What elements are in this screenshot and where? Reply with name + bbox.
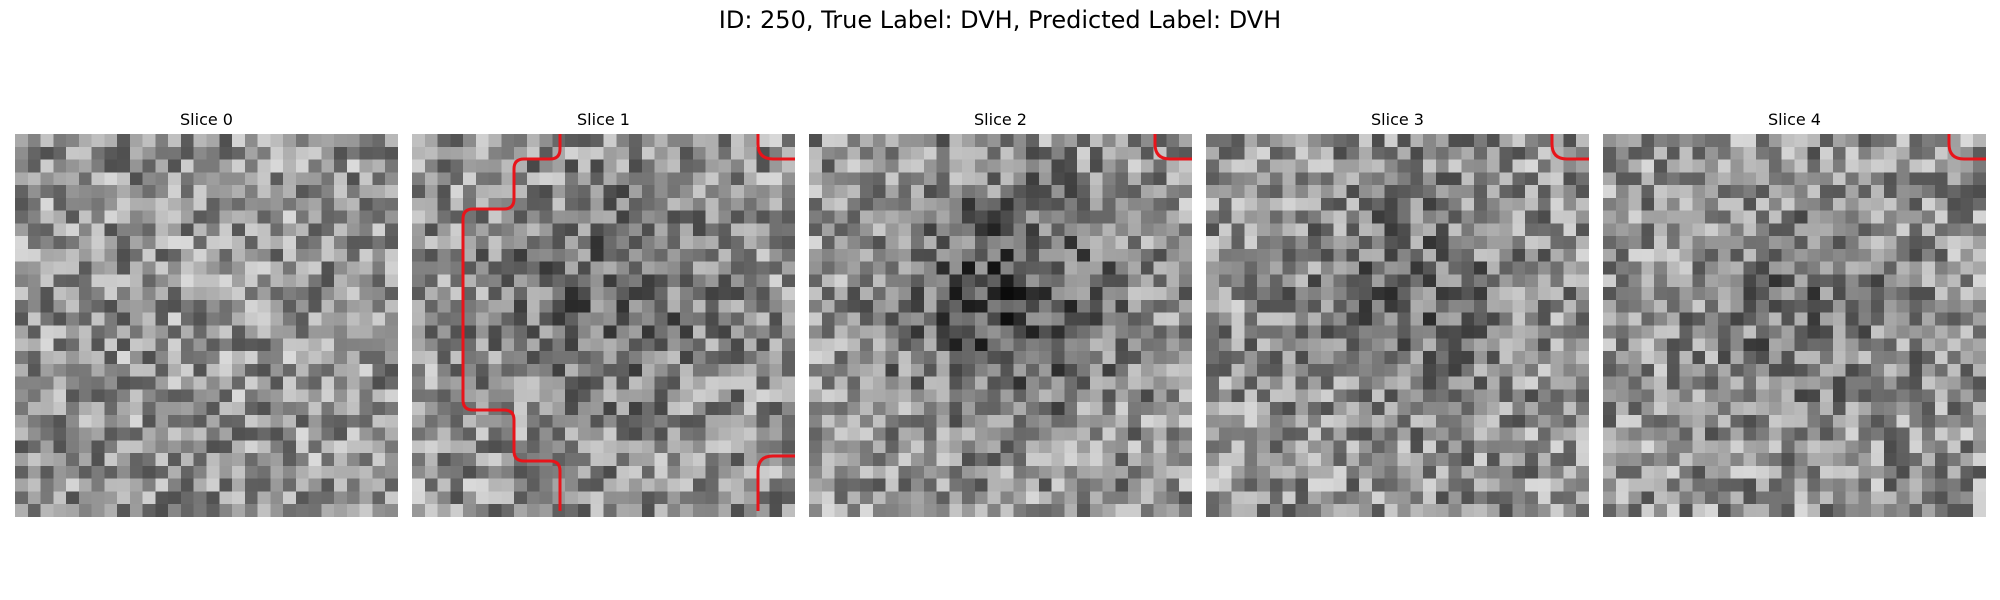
contour-line — [756, 454, 795, 511]
slice-panel-4: Slice 4 — [1603, 109, 1986, 517]
figure-title: ID: 250, True Label: DVH, Predicted Labe… — [718, 6, 1282, 34]
slice-title: Slice 0 — [180, 110, 233, 129]
slice-panel-0: Slice 0 — [15, 109, 398, 517]
slice-image — [1603, 134, 1986, 517]
slice-panel-1: Slice 1 — [412, 109, 795, 517]
slice-image — [412, 134, 795, 517]
contour-overlay — [1153, 134, 1192, 161]
slice-title: Slice 1 — [577, 110, 630, 129]
slice-image — [1206, 134, 1589, 517]
contour-line — [756, 134, 795, 161]
slice-image — [15, 134, 398, 517]
slice-title: Slice 2 — [974, 110, 1027, 129]
slice-image — [809, 134, 1192, 517]
slice-panel-2: Slice 2 — [809, 109, 1192, 517]
contour-line — [1550, 134, 1589, 161]
contour-overlay — [461, 134, 795, 511]
contour-overlay — [1947, 134, 1986, 161]
slice-panel-3: Slice 3 — [1206, 109, 1589, 517]
contour-overlay — [1550, 134, 1589, 161]
contour-line — [1947, 134, 1986, 161]
contour-line — [461, 134, 562, 511]
contour-line — [1153, 134, 1192, 161]
slice-title: Slice 4 — [1768, 110, 1821, 129]
slice-title: Slice 3 — [1371, 110, 1424, 129]
